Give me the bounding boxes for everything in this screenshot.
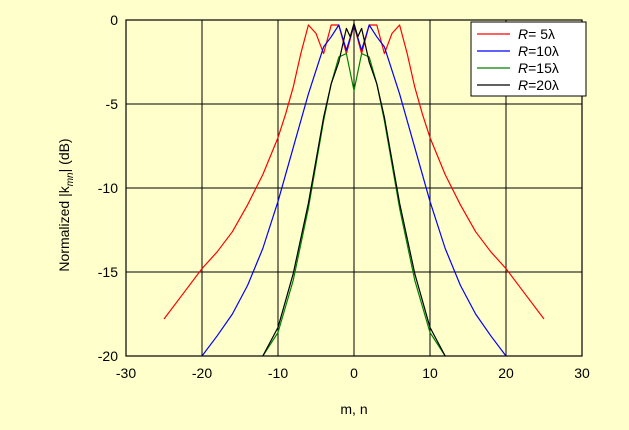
x-tick-label: 30 (574, 365, 590, 381)
y-tick-label: -20 (98, 348, 118, 364)
y-axis-label: Normalized |kmn| (dB) (56, 138, 76, 271)
legend-entry: R=15λ (518, 60, 559, 76)
y-tick-label: 0 (110, 12, 118, 28)
y-axis-label-subscript: mn (65, 172, 76, 186)
x-tick-label: 0 (350, 365, 358, 381)
series-layer (163, 22, 545, 357)
x-axis-label: m, n (340, 401, 367, 417)
legend-entry-italic: R (518, 60, 528, 76)
legend-entry-italic: R (518, 26, 528, 42)
x-tick-label: -10 (268, 365, 288, 381)
legend-entry-text: = 5λ (528, 26, 555, 42)
y-tick-label: -10 (98, 180, 118, 196)
legend-entry: R=20λ (518, 77, 559, 93)
legend-entry-text: =20λ (528, 77, 559, 93)
series-line-4 (262, 22, 446, 357)
legend-entry-text: =15λ (528, 60, 559, 76)
legend-entry: R=10λ (518, 43, 559, 59)
x-tick-label: -20 (192, 365, 212, 381)
ticks: -30 -20 -10 0 10 20 300-5-10-15-20 (98, 12, 590, 381)
legend-entry-text: =10λ (528, 43, 559, 59)
plot-frame (125, 19, 583, 357)
y-axis-label-suffix: | (dB) (56, 138, 72, 172)
y-tick-label: -15 (98, 264, 118, 280)
x-tick-label: 10 (422, 365, 438, 381)
x-tick-label: 20 (498, 365, 514, 381)
legend-entry-italic: R (518, 77, 528, 93)
x-tick-label: -30 (116, 365, 136, 381)
legend-entry: R= 5λ (518, 26, 555, 42)
legend-entry-italic: R (518, 43, 528, 59)
y-tick-label: -5 (106, 96, 119, 112)
series-line-3 (262, 52, 446, 357)
y-axis-label-prefix: Normalized |k (56, 185, 72, 271)
